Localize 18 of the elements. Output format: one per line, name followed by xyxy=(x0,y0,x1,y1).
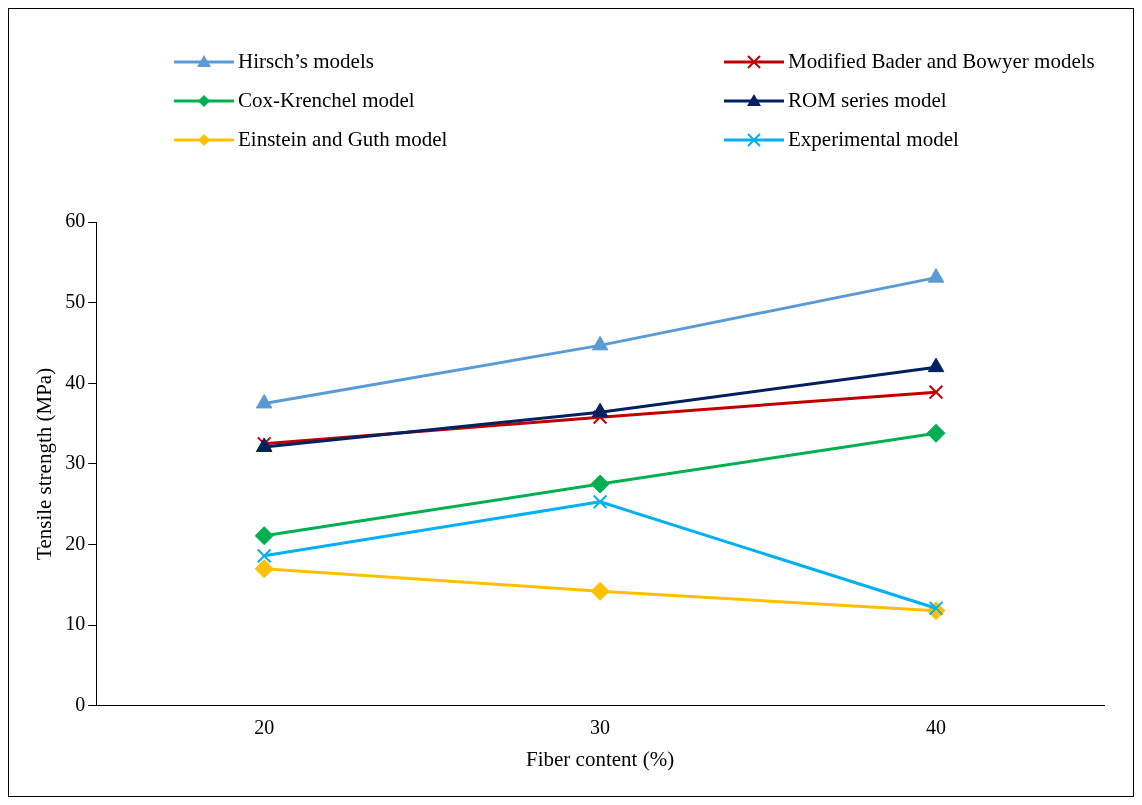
y-tick-label: 0 xyxy=(75,693,86,716)
x-tick-label: 40 xyxy=(926,716,947,739)
legend-label: Cox-Krenchel model xyxy=(238,88,415,113)
legend-label: Hirsch’s models xyxy=(238,49,374,74)
y-tick-label: 10 xyxy=(65,612,86,635)
y-tick-label: 40 xyxy=(65,370,86,393)
y-tick-label: 60 xyxy=(65,209,86,232)
legend-label: Experimental model xyxy=(788,127,959,152)
x-tick-label: 20 xyxy=(254,716,275,739)
y-axis-title: Tensile strength (MPa) xyxy=(32,367,57,560)
y-tick-label: 30 xyxy=(65,451,86,474)
legend-label: Modified Bader and Bowyer models xyxy=(788,49,1095,74)
y-tick-label: 50 xyxy=(65,289,86,312)
x-axis-title: Fiber content (%) xyxy=(526,746,675,771)
legend-label: Einstein and Guth model xyxy=(238,127,448,152)
legend-label: ROM series model xyxy=(788,88,947,113)
x-tick-label: 30 xyxy=(590,716,611,739)
y-tick-label: 20 xyxy=(65,531,86,554)
